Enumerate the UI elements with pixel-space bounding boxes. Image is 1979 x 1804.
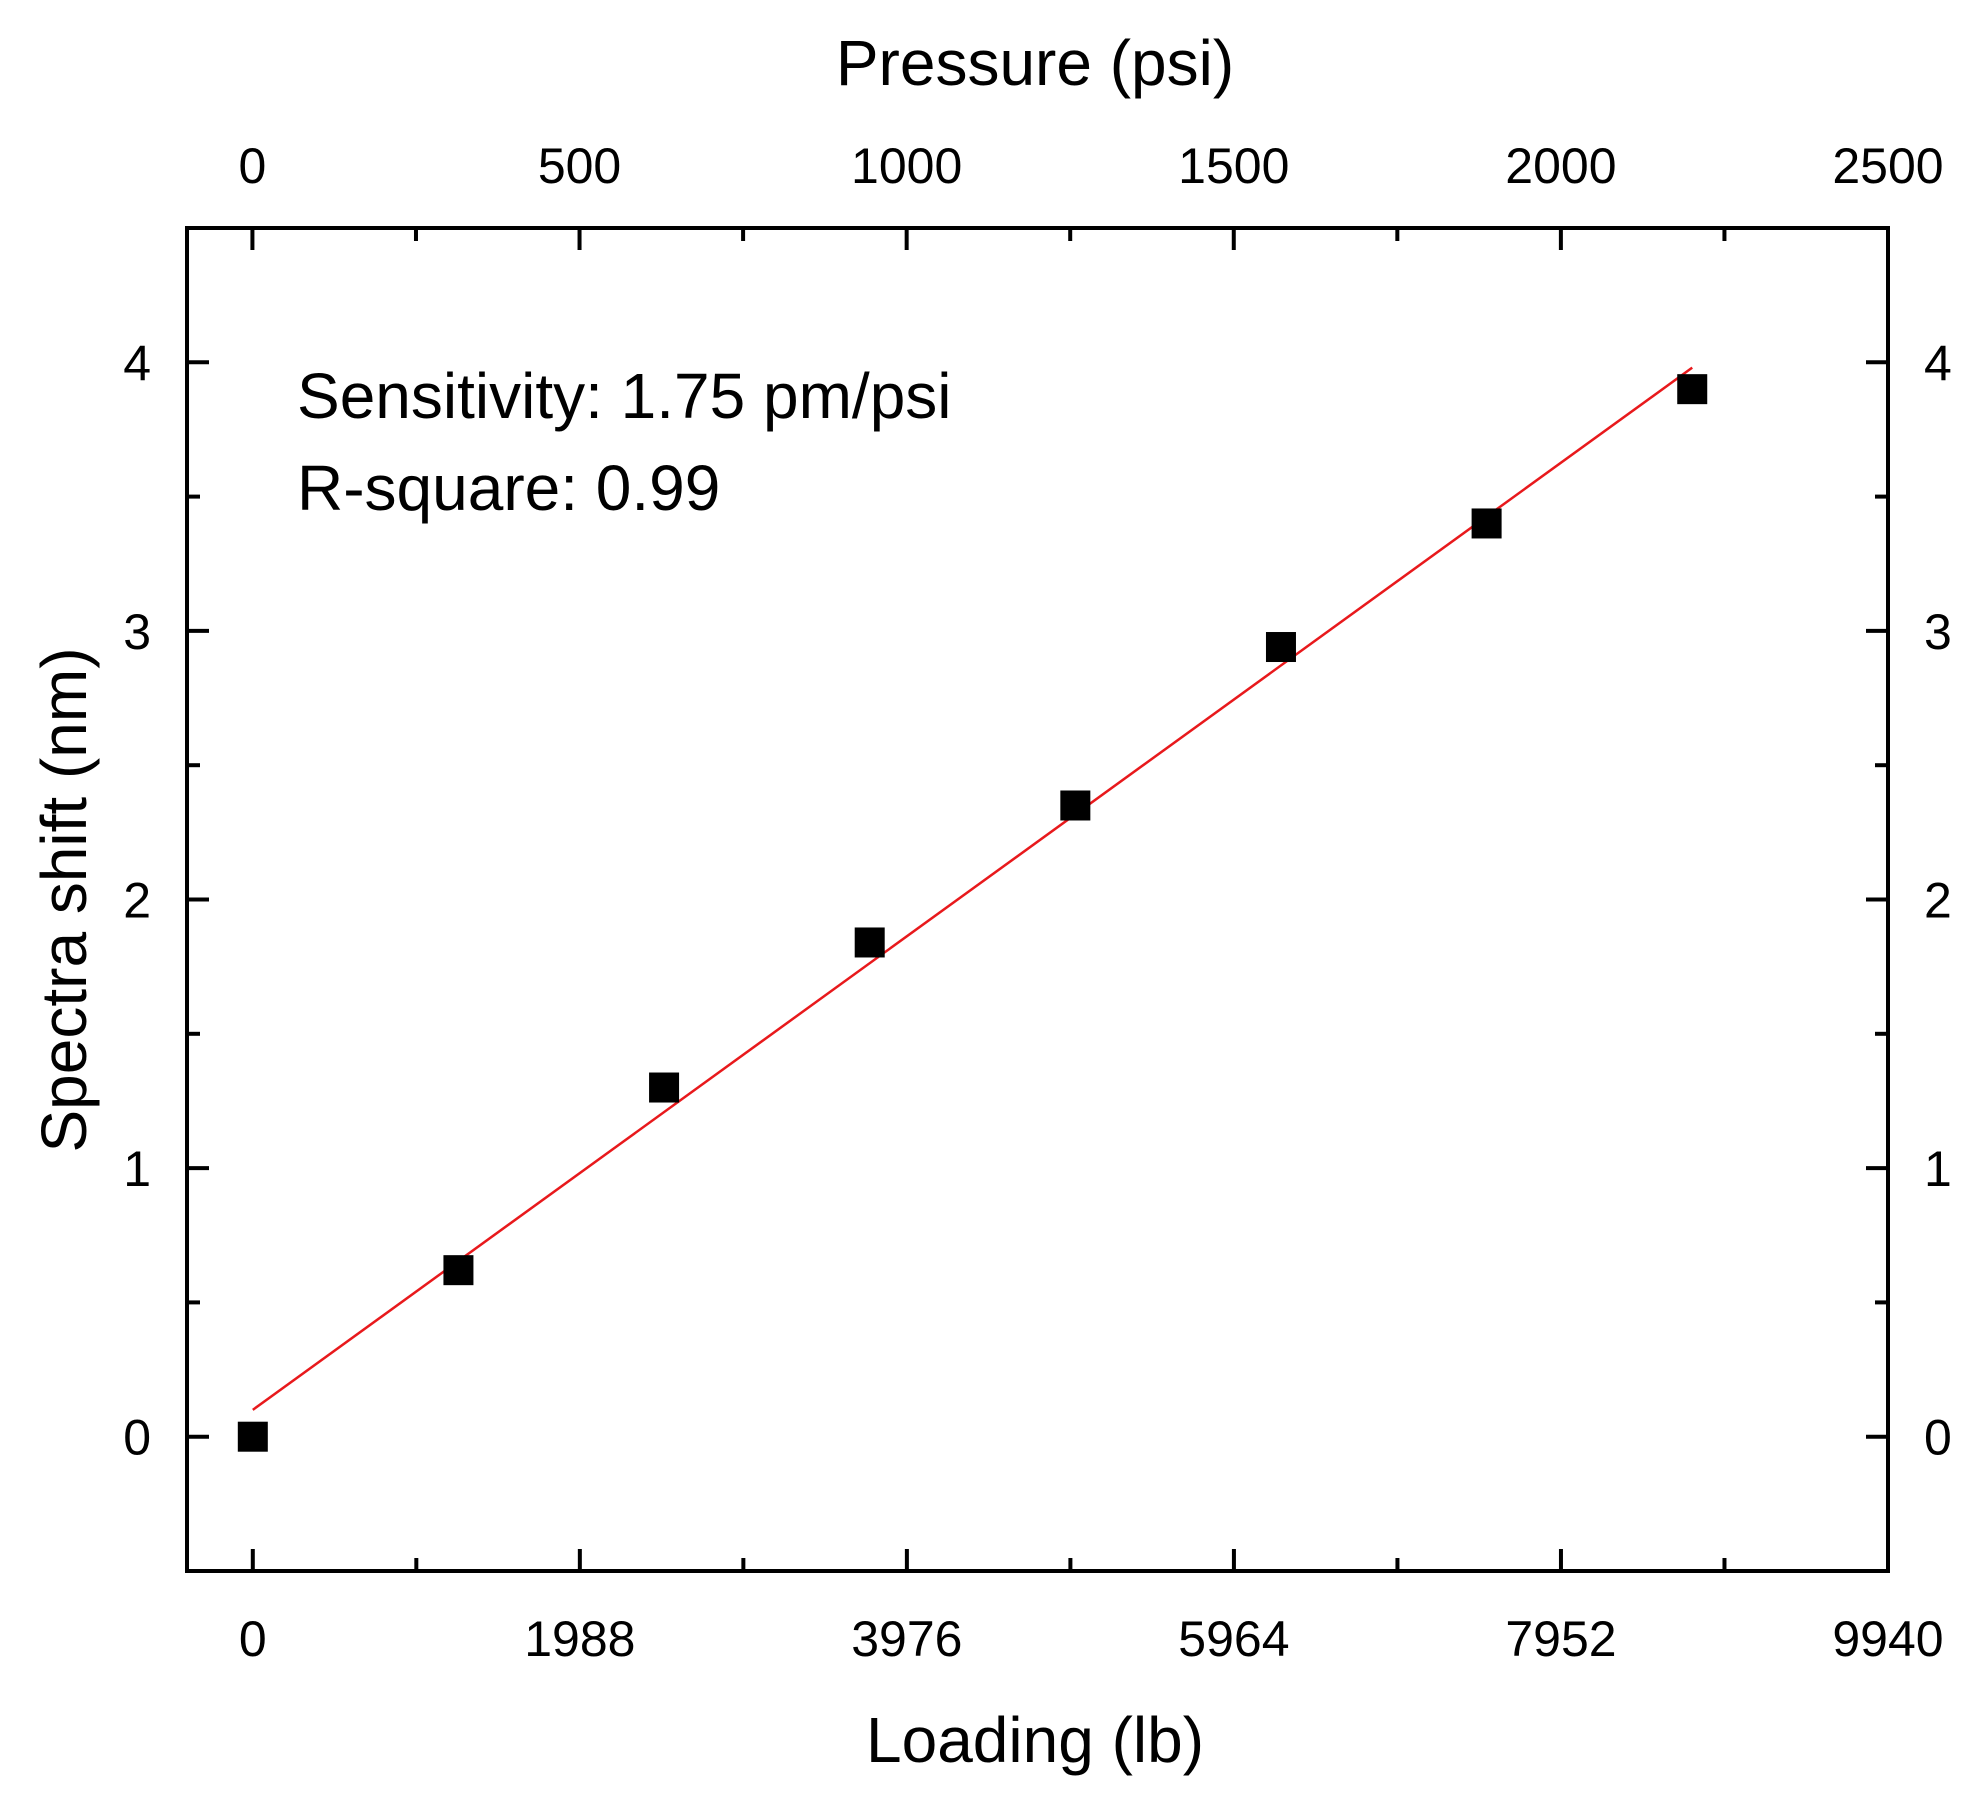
x2-tick-label: 1000 — [851, 138, 962, 194]
tick-labels-layer: 0 1988 3976 5964 7952 9940 0 500 1000 1500 2000 250… — [123, 138, 1952, 1667]
x-tick-label: 0 — [239, 1611, 267, 1667]
fit-line — [252, 366, 1693, 1411]
x-tick-label: 7952 — [1505, 1611, 1616, 1667]
y-tick-label: 3 — [123, 604, 151, 660]
x2-tick-label: 2000 — [1505, 138, 1616, 194]
r-square-annotation: R-square: 0.99 — [297, 452, 720, 524]
y-right-tick-label: 4 — [1924, 335, 1952, 391]
x-tick-label: 3976 — [851, 1611, 962, 1667]
x-tick-label: 5964 — [1178, 1611, 1289, 1667]
x2-tick-label: 1500 — [1178, 138, 1289, 194]
x2-tick-label: 0 — [239, 138, 267, 194]
data-point — [1471, 508, 1502, 539]
x-axis-title: Loading (lb) — [866, 1704, 1204, 1776]
data-point — [854, 927, 885, 958]
y-right-tick-label: 2 — [1924, 873, 1952, 929]
data-point — [1060, 790, 1091, 821]
x2-tick-label: 500 — [538, 138, 621, 194]
y-tick-label: 4 — [123, 335, 151, 391]
x-tick-label: 9940 — [1832, 1611, 1943, 1667]
data-point — [1265, 632, 1296, 663]
y-tick-label: 0 — [123, 1410, 151, 1466]
x2-axis-title: Pressure (psi) — [836, 27, 1234, 99]
data-point — [1677, 374, 1708, 405]
y-tick-label: 2 — [123, 873, 151, 929]
y-tick-label: 1 — [123, 1141, 151, 1197]
data-point — [649, 1072, 680, 1103]
data-point — [237, 1421, 268, 1452]
y-right-tick-label: 0 — [1924, 1410, 1952, 1466]
plot-frame — [185, 226, 1890, 1573]
sensitivity-annotation: Sensitivity: 1.75 pm/psi — [297, 360, 952, 432]
y-right-tick-label: 3 — [1924, 604, 1952, 660]
data-point — [443, 1255, 474, 1286]
y-axis-title: Spectra shift (nm) — [28, 647, 100, 1152]
y-right-tick-label: 1 — [1924, 1141, 1952, 1197]
x-tick-label: 1988 — [524, 1611, 635, 1667]
ticks-layer — [187, 228, 1890, 1571]
x2-tick-label: 2500 — [1832, 138, 1943, 194]
data-points-layer — [237, 374, 1708, 1452]
